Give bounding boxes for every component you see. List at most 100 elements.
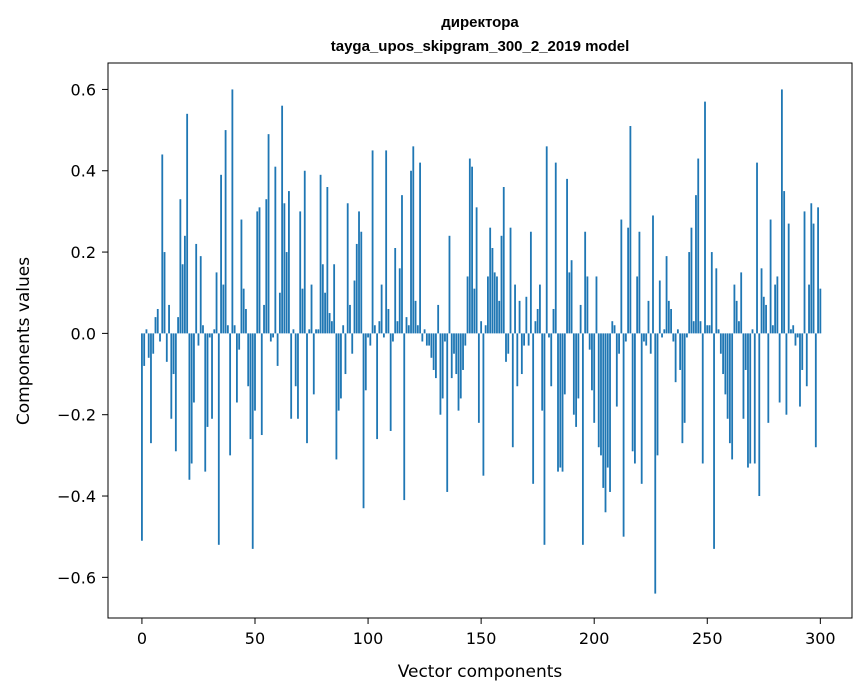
bar-component-124 [421, 333, 424, 342]
bar-component-176 [539, 284, 541, 334]
bar-component-278 [769, 219, 772, 334]
bar-component-284 [783, 191, 786, 334]
bar-component-53 [260, 333, 263, 436]
bar-component-77 [315, 329, 317, 334]
bar-component-0 [141, 333, 143, 541]
bar-component-20 [186, 113, 189, 334]
bar-component-241 [686, 333, 688, 338]
bar-component-111 [392, 333, 394, 342]
bar-component-228 [656, 333, 659, 456]
bar-component-287 [790, 329, 792, 334]
bar-component-237 [676, 329, 679, 334]
bar-component-250 [706, 325, 709, 334]
bar-component-100 [367, 333, 369, 338]
chart-title: директора [441, 14, 519, 31]
bar-component-293 [803, 211, 806, 334]
bar-component-95 [355, 243, 358, 334]
y-tick-label: −0.4 [57, 487, 96, 506]
bar-component-145 [468, 158, 471, 334]
bar-component-113 [396, 321, 399, 334]
x-tick-label: 250 [692, 629, 723, 648]
bar-component-22 [190, 333, 193, 464]
bar-component-235 [672, 333, 675, 342]
x-axis-label: Vector components [398, 662, 563, 682]
bar-component-80 [321, 264, 324, 334]
bar-component-114 [398, 268, 401, 334]
bar-component-122 [416, 325, 419, 334]
bar-component-72 [303, 170, 306, 334]
bar-component-242 [688, 252, 691, 334]
bar-component-91 [346, 203, 349, 334]
bar-component-123 [419, 162, 421, 334]
bar-component-205 [604, 333, 607, 513]
bar-component-165 [514, 284, 516, 334]
bar-component-218 [634, 333, 636, 464]
bar-component-1 [143, 333, 146, 366]
bar-component-92 [349, 304, 351, 334]
bar-component-200 [593, 333, 596, 423]
bar-component-7 [156, 308, 159, 334]
bar-component-94 [353, 280, 356, 334]
bar-component-150 [480, 321, 483, 334]
bar-component-162 [507, 333, 510, 354]
bar-component-234 [670, 308, 672, 334]
bar-component-296 [810, 203, 813, 334]
bar-component-47 [247, 333, 250, 387]
bar-component-16 [177, 317, 180, 334]
bar-component-149 [477, 333, 480, 423]
bar-component-269 [749, 333, 752, 464]
bar-component-67 [292, 329, 295, 334]
bar-component-28 [204, 333, 207, 472]
bar-component-233 [667, 300, 670, 334]
bar-component-294 [805, 333, 808, 387]
bar-component-243 [690, 227, 693, 334]
bar-component-133 [441, 333, 444, 399]
bar-component-15 [174, 333, 177, 452]
bar-component-10 [163, 252, 166, 334]
bar-component-30 [208, 333, 211, 338]
bar-component-179 [545, 146, 548, 334]
bar-component-270 [751, 329, 754, 334]
bar-component-283 [780, 89, 783, 334]
bar-component-78 [317, 329, 320, 334]
bar-component-225 [649, 333, 652, 354]
bar-component-202 [597, 333, 600, 448]
bar-component-198 [588, 333, 591, 350]
bar-component-229 [658, 280, 661, 334]
bar-component-82 [326, 187, 329, 334]
bar-component-292 [801, 333, 804, 370]
bar-component-3 [147, 333, 150, 358]
bar-component-140 [457, 333, 460, 411]
bar-component-6 [154, 317, 157, 334]
bar-component-45 [242, 288, 245, 334]
bar-component-55 [265, 199, 268, 334]
bar-component-119 [410, 170, 412, 334]
bar-component-83 [328, 313, 331, 334]
bar-component-103 [373, 325, 376, 334]
bar-component-29 [206, 333, 209, 427]
bar-component-189 [568, 272, 571, 334]
y-tick-label: −0.2 [57, 406, 96, 425]
bar-component-61 [278, 292, 281, 334]
x-tick-label: 100 [353, 629, 384, 648]
y-tick-label: 0.0 [71, 324, 96, 343]
bar-component-258 [724, 333, 727, 395]
bar-component-247 [699, 321, 702, 334]
bar-component-178 [543, 333, 546, 545]
bar-component-208 [611, 321, 614, 334]
bar-component-254 [715, 268, 718, 334]
bar-series [141, 89, 822, 594]
bar-component-257 [722, 333, 725, 375]
bar-component-263 [735, 300, 738, 334]
bar-component-37 [224, 130, 227, 334]
bar-component-129 [432, 333, 435, 370]
bar-component-264 [738, 321, 740, 334]
bar-component-274 [760, 268, 763, 334]
bar-component-127 [428, 333, 431, 346]
bar-component-206 [606, 333, 609, 468]
y-tick-label: −0.6 [57, 568, 96, 587]
bar-component-108 [385, 150, 388, 334]
bar-component-21 [188, 333, 191, 480]
bar-component-5 [152, 333, 155, 354]
bar-component-261 [731, 333, 734, 460]
